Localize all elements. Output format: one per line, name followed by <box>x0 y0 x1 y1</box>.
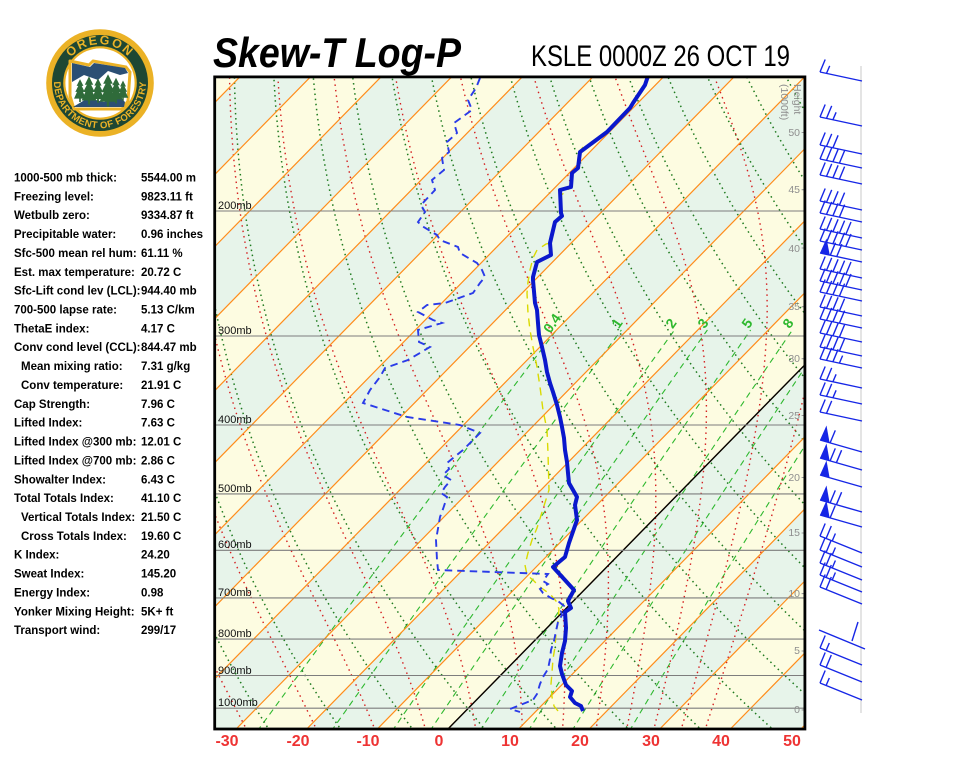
svg-text:9334.87 ft: 9334.87 ft <box>141 210 194 222</box>
svg-text:5.13 C/km: 5.13 C/km <box>141 305 195 317</box>
svg-text:Sfc-Lift cond lev (LCL):: Sfc-Lift cond lev (LCL): <box>14 286 141 298</box>
svg-text:1000-500 mb thick:: 1000-500 mb thick: <box>14 173 117 185</box>
svg-text:400mb: 400mb <box>218 414 252 426</box>
svg-text:ThetaE index:: ThetaE index: <box>14 323 89 335</box>
svg-text:299/17: 299/17 <box>141 625 176 637</box>
svg-text:Mean mixing ratio:: Mean mixing ratio: <box>21 361 123 373</box>
svg-text:KSLE 0000Z 26 OCT 19: KSLE 0000Z 26 OCT 19 <box>531 40 790 73</box>
svg-text:500mb: 500mb <box>218 483 252 495</box>
svg-text:900mb: 900mb <box>218 665 252 677</box>
svg-text:800mb: 800mb <box>218 628 252 640</box>
svg-text:Transport wind:: Transport wind: <box>14 625 100 637</box>
svg-text:700mb: 700mb <box>218 587 252 599</box>
svg-text:0: 0 <box>794 704 800 716</box>
svg-text:40: 40 <box>712 733 730 750</box>
svg-text:30: 30 <box>788 353 800 365</box>
svg-text:Yonker Mixing Height:: Yonker Mixing Height: <box>14 606 135 618</box>
svg-text:12.01 C: 12.01 C <box>141 437 181 449</box>
svg-text:5544.00 m: 5544.00 m <box>141 173 196 185</box>
svg-text:6.43 C: 6.43 C <box>141 474 175 486</box>
svg-text:300mb: 300mb <box>218 325 252 337</box>
svg-text:50: 50 <box>783 733 801 750</box>
svg-text:Lifted Index:: Lifted Index: <box>14 418 82 430</box>
svg-text:4.17 C: 4.17 C <box>141 323 175 335</box>
svg-text:Freezing level:: Freezing level: <box>14 191 94 203</box>
svg-text:944.40 mb: 944.40 mb <box>141 286 197 298</box>
svg-text:Est. max temperature:: Est. max temperature: <box>14 267 135 279</box>
svg-text:Showalter Index:: Showalter Index: <box>14 474 106 486</box>
svg-text:Height: Height <box>791 84 803 114</box>
svg-text:600mb: 600mb <box>218 539 252 551</box>
svg-text:700-500 lapse rate:: 700-500 lapse rate: <box>14 305 117 317</box>
svg-text:844.47 mb: 844.47 mb <box>141 342 197 354</box>
svg-text:2.86 C: 2.86 C <box>141 455 175 467</box>
svg-text:35: 35 <box>788 301 800 313</box>
svg-text:Conv cond level (CCL):: Conv cond level (CCL): <box>14 342 141 354</box>
svg-text:0.98: 0.98 <box>141 587 164 599</box>
svg-text:Conv temperature:: Conv temperature: <box>21 380 123 392</box>
svg-text:Sweat Index:: Sweat Index: <box>14 569 84 581</box>
svg-text:9823.11 ft: 9823.11 ft <box>141 191 193 203</box>
svg-text:21.50 C: 21.50 C <box>141 512 181 524</box>
svg-text:5: 5 <box>794 645 800 657</box>
svg-text:61.11 %: 61.11 % <box>141 248 183 260</box>
svg-text:K Index:: K Index: <box>14 550 59 562</box>
svg-text:40: 40 <box>788 243 800 255</box>
svg-text:Lifted Index @300 mb:: Lifted Index @300 mb: <box>14 437 136 449</box>
svg-text:Skew-T Log-P: Skew-T Log-P <box>213 29 462 76</box>
svg-text:Total Totals Index:: Total Totals Index: <box>14 493 114 505</box>
svg-text:0.96 inches: 0.96 inches <box>141 229 203 241</box>
svg-text:Cross Totals Index:: Cross Totals Index: <box>21 531 127 543</box>
svg-text:10: 10 <box>501 733 519 750</box>
svg-text:Cap Strength:: Cap Strength: <box>14 399 90 411</box>
svg-text:-20: -20 <box>286 733 309 750</box>
svg-text:24.20: 24.20 <box>141 550 170 562</box>
svg-text:21.91 C: 21.91 C <box>141 380 181 392</box>
svg-text:25: 25 <box>788 410 800 422</box>
svg-text:Vertical Totals Index:: Vertical Totals Index: <box>21 512 135 524</box>
svg-text:Lifted Index @700 mb:: Lifted Index @700 mb: <box>14 455 136 467</box>
svg-text:Energy Index:: Energy Index: <box>14 587 90 599</box>
svg-text:Precipitable water:: Precipitable water: <box>14 229 116 241</box>
svg-text:(1000ft): (1000ft) <box>778 84 790 120</box>
svg-text:145.20: 145.20 <box>141 569 176 581</box>
svg-text:7.63 C: 7.63 C <box>141 418 175 430</box>
svg-text:1000mb: 1000mb <box>218 697 258 709</box>
svg-text:7.96 C: 7.96 C <box>141 399 175 411</box>
svg-text:-10: -10 <box>356 733 379 750</box>
svg-text:19.60 C: 19.60 C <box>141 531 181 543</box>
svg-text:20: 20 <box>571 733 589 750</box>
svg-text:41.10 C: 41.10 C <box>141 493 181 505</box>
svg-text:15: 15 <box>788 527 800 539</box>
svg-text:20: 20 <box>788 472 800 484</box>
svg-text:30: 30 <box>642 733 660 750</box>
svg-text:Wetbulb zero:: Wetbulb zero: <box>14 210 90 222</box>
svg-text:45: 45 <box>788 184 800 196</box>
svg-text:200mb: 200mb <box>218 200 252 212</box>
svg-text:-30: -30 <box>215 733 238 750</box>
svg-text:10: 10 <box>788 588 800 600</box>
svg-text:7.31 g/kg: 7.31 g/kg <box>141 361 190 373</box>
svg-text:50: 50 <box>788 127 800 139</box>
svg-text:0: 0 <box>435 733 444 750</box>
svg-text:Sfc-500 mean rel hum:: Sfc-500 mean rel hum: <box>14 248 137 260</box>
svg-text:5K+ ft: 5K+ ft <box>141 606 173 618</box>
svg-text:20.72 C: 20.72 C <box>141 267 181 279</box>
